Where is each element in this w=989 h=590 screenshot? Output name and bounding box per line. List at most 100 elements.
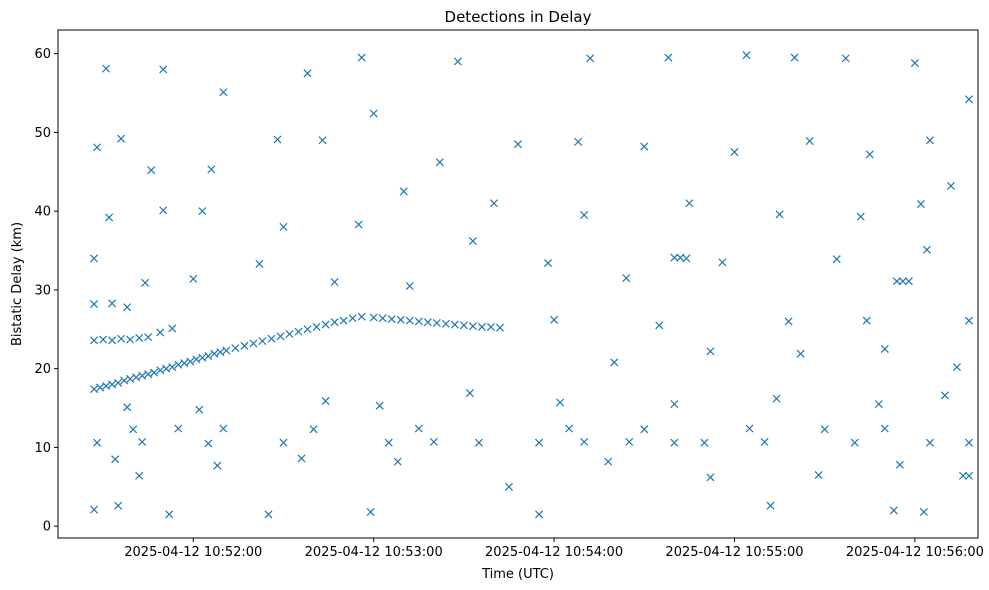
data-point [135, 471, 144, 480]
data-point [820, 425, 829, 434]
data-point [468, 322, 477, 331]
data-point [348, 314, 357, 323]
y-axis: 0 10 20 30 40 50 60 [34, 47, 58, 535]
data-point [706, 347, 715, 356]
data-point [174, 424, 183, 433]
data-point [297, 454, 306, 463]
data-point [357, 53, 366, 62]
data-point [832, 255, 841, 264]
x-tick-label: 2025-04-12 10:55:00 [665, 545, 803, 560]
data-point [489, 199, 498, 208]
data-point [369, 109, 378, 118]
data-point [90, 336, 99, 345]
data-point [366, 507, 375, 517]
data-point [664, 53, 673, 62]
data-point [108, 380, 117, 389]
data-point [117, 334, 126, 343]
data-point [405, 281, 414, 290]
data-point [535, 510, 544, 519]
x-tick-label: 2025-04-12 10:53:00 [305, 545, 443, 560]
data-point [102, 381, 111, 391]
data-point [321, 396, 330, 405]
data-point [862, 316, 871, 325]
data-point [105, 213, 114, 222]
data-point [231, 344, 240, 353]
data-point [964, 438, 974, 447]
data-point [279, 222, 288, 231]
data-point [718, 258, 727, 267]
data-point [258, 337, 267, 346]
data-point [805, 137, 814, 146]
data-point [655, 321, 664, 330]
data-point [910, 59, 919, 68]
data-point [369, 313, 378, 322]
data-point [441, 319, 450, 328]
data-point [393, 457, 402, 466]
data-point [841, 54, 850, 63]
data-point [309, 425, 318, 434]
data-point [922, 245, 931, 254]
data-point [604, 457, 613, 466]
data-point [165, 510, 174, 519]
data-point [586, 54, 595, 63]
data-point [850, 438, 859, 447]
points-layer [90, 51, 974, 519]
data-point [339, 316, 348, 325]
data-point [375, 401, 384, 410]
data-point [625, 437, 634, 446]
data-point [117, 134, 126, 143]
data-point [453, 57, 462, 66]
y-axis-label: Bistatic Delay (km) [10, 222, 25, 346]
data-point [640, 425, 649, 434]
data-point [174, 360, 183, 369]
data-point [730, 148, 739, 157]
data-point [414, 424, 423, 433]
data-point [856, 212, 865, 221]
data-point [814, 470, 823, 480]
data-point [132, 373, 141, 382]
data-point [126, 335, 135, 344]
data-point [378, 314, 387, 323]
data-point [892, 277, 901, 286]
x-axis-label: Time (UTC) [481, 567, 554, 582]
data-point [219, 424, 228, 433]
data-point [93, 438, 102, 447]
data-point [192, 355, 201, 364]
data-point [964, 471, 974, 480]
data-point [273, 135, 282, 144]
data-point [898, 277, 907, 286]
chart-title: Detections in Delay [445, 8, 592, 26]
y-tick-label: 0 [43, 520, 51, 535]
data-point [150, 368, 159, 377]
data-point [318, 136, 327, 145]
data-point [387, 315, 396, 324]
data-point [474, 438, 483, 447]
data-point [189, 274, 198, 283]
x-tick-label: 2025-04-12 10:54:00 [485, 545, 623, 560]
data-point [90, 300, 99, 309]
data-point [204, 352, 213, 361]
data-point [865, 150, 874, 159]
data-point [276, 332, 285, 341]
data-point [477, 322, 486, 331]
data-point [513, 140, 523, 149]
data-point [198, 353, 207, 362]
data-point [450, 320, 459, 329]
data-point [940, 391, 949, 400]
data-point [180, 359, 189, 368]
data-point [159, 65, 168, 74]
data-point [168, 363, 177, 372]
data-point [399, 187, 408, 196]
data-point [544, 259, 553, 268]
data-point [330, 278, 339, 287]
x-tick-label: 2025-04-12 10:52:00 [124, 545, 262, 560]
data-point [285, 329, 294, 339]
data-point [144, 370, 153, 379]
data-point [465, 389, 474, 398]
data-point [102, 64, 111, 73]
data-point [580, 211, 589, 220]
data-point [486, 322, 495, 331]
data-point [396, 315, 405, 324]
data-point [240, 341, 249, 350]
